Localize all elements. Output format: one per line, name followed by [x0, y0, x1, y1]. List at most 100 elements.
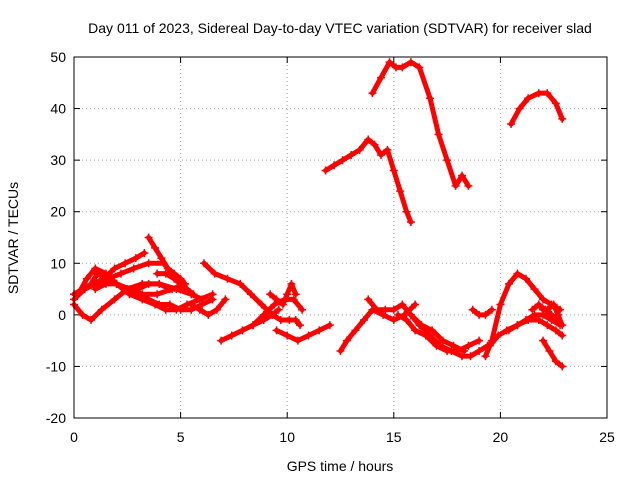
data-point	[304, 331, 313, 340]
data-point	[411, 300, 420, 309]
x-tick-label: 10	[279, 429, 295, 445]
data-point	[394, 310, 403, 319]
data-point	[110, 295, 119, 304]
data-point	[274, 305, 283, 314]
series-track-15	[272, 321, 334, 345]
series-track	[369, 59, 471, 189]
data-point	[268, 310, 277, 319]
x-axis-label: GPS time / hours	[287, 458, 394, 474]
data-point	[553, 310, 562, 319]
series-track-11	[200, 259, 304, 330]
data-point	[368, 89, 377, 98]
data-point	[530, 310, 539, 319]
data-point	[291, 316, 300, 325]
data-point	[558, 114, 567, 123]
data-point	[443, 156, 452, 165]
data-point	[406, 58, 415, 67]
data-point	[551, 99, 560, 108]
data-point	[338, 156, 347, 165]
data-point	[208, 290, 217, 299]
data-point	[398, 63, 407, 72]
data-point	[545, 346, 554, 355]
data-point	[438, 336, 447, 345]
data-point	[558, 331, 567, 340]
data-point	[513, 321, 522, 330]
data-point	[426, 331, 435, 340]
data-point	[182, 285, 191, 294]
data-point	[396, 187, 405, 196]
data-point	[402, 316, 411, 325]
y-tick-label: 10	[50, 255, 66, 271]
y-tick-label: -10	[46, 358, 66, 374]
data-point	[291, 290, 300, 299]
data-point	[101, 274, 110, 283]
data-point	[411, 326, 420, 335]
data-point	[157, 254, 166, 263]
data-point	[287, 279, 296, 288]
data-point	[187, 300, 196, 309]
data-point	[238, 326, 247, 335]
data-point	[551, 326, 560, 335]
data-point	[543, 305, 552, 314]
data-point	[283, 290, 292, 299]
data-point	[496, 300, 505, 309]
data-point	[270, 300, 279, 309]
data-point	[372, 305, 381, 314]
data-point	[272, 326, 281, 335]
data-point	[131, 254, 140, 263]
data-point	[385, 58, 394, 67]
data-point	[80, 285, 89, 294]
data-point	[249, 321, 258, 330]
series-track-16	[321, 135, 415, 227]
data-point	[389, 305, 398, 314]
data-point	[336, 346, 345, 355]
series-track	[482, 271, 563, 359]
x-tick-label: 15	[386, 429, 402, 445]
axis-ticks: 0 5 10 15 20 25 -20 -10 0 10 20 30 40 50	[46, 49, 615, 445]
data-point	[97, 305, 106, 314]
data-point	[74, 290, 83, 299]
data-point	[295, 321, 304, 330]
data-point	[112, 279, 121, 288]
data-point	[524, 94, 533, 103]
data-point	[266, 290, 275, 299]
data-point	[195, 305, 204, 314]
data-point	[406, 310, 415, 319]
data-point	[129, 264, 138, 273]
data-point	[475, 346, 484, 355]
x-tick-label: 20	[493, 429, 509, 445]
data-point	[140, 248, 149, 257]
series-track	[274, 322, 333, 344]
data-point	[144, 279, 153, 288]
data-point	[217, 336, 226, 345]
data-point	[200, 259, 209, 268]
data-point	[276, 316, 285, 325]
data-point	[543, 321, 552, 330]
data-series	[70, 58, 567, 371]
y-tick-label: 20	[50, 204, 66, 220]
data-point	[195, 295, 204, 304]
data-point	[543, 89, 552, 98]
data-point	[212, 305, 221, 314]
data-point	[406, 218, 415, 227]
data-point	[176, 279, 185, 288]
data-point	[428, 326, 437, 335]
data-point	[227, 331, 236, 340]
data-point	[315, 326, 324, 335]
data-point	[246, 290, 255, 299]
data-point	[155, 279, 164, 288]
data-point	[121, 259, 130, 268]
y-tick-label: 0	[58, 307, 66, 323]
data-point	[539, 295, 548, 304]
data-point	[370, 140, 379, 149]
data-point	[87, 316, 96, 325]
data-point	[110, 264, 119, 273]
data-point	[364, 135, 373, 144]
data-point	[558, 321, 567, 330]
y-tick-label: 50	[50, 49, 66, 65]
data-point	[507, 120, 516, 129]
series-track-14	[266, 279, 300, 309]
data-point	[466, 352, 475, 361]
data-point	[504, 326, 513, 335]
